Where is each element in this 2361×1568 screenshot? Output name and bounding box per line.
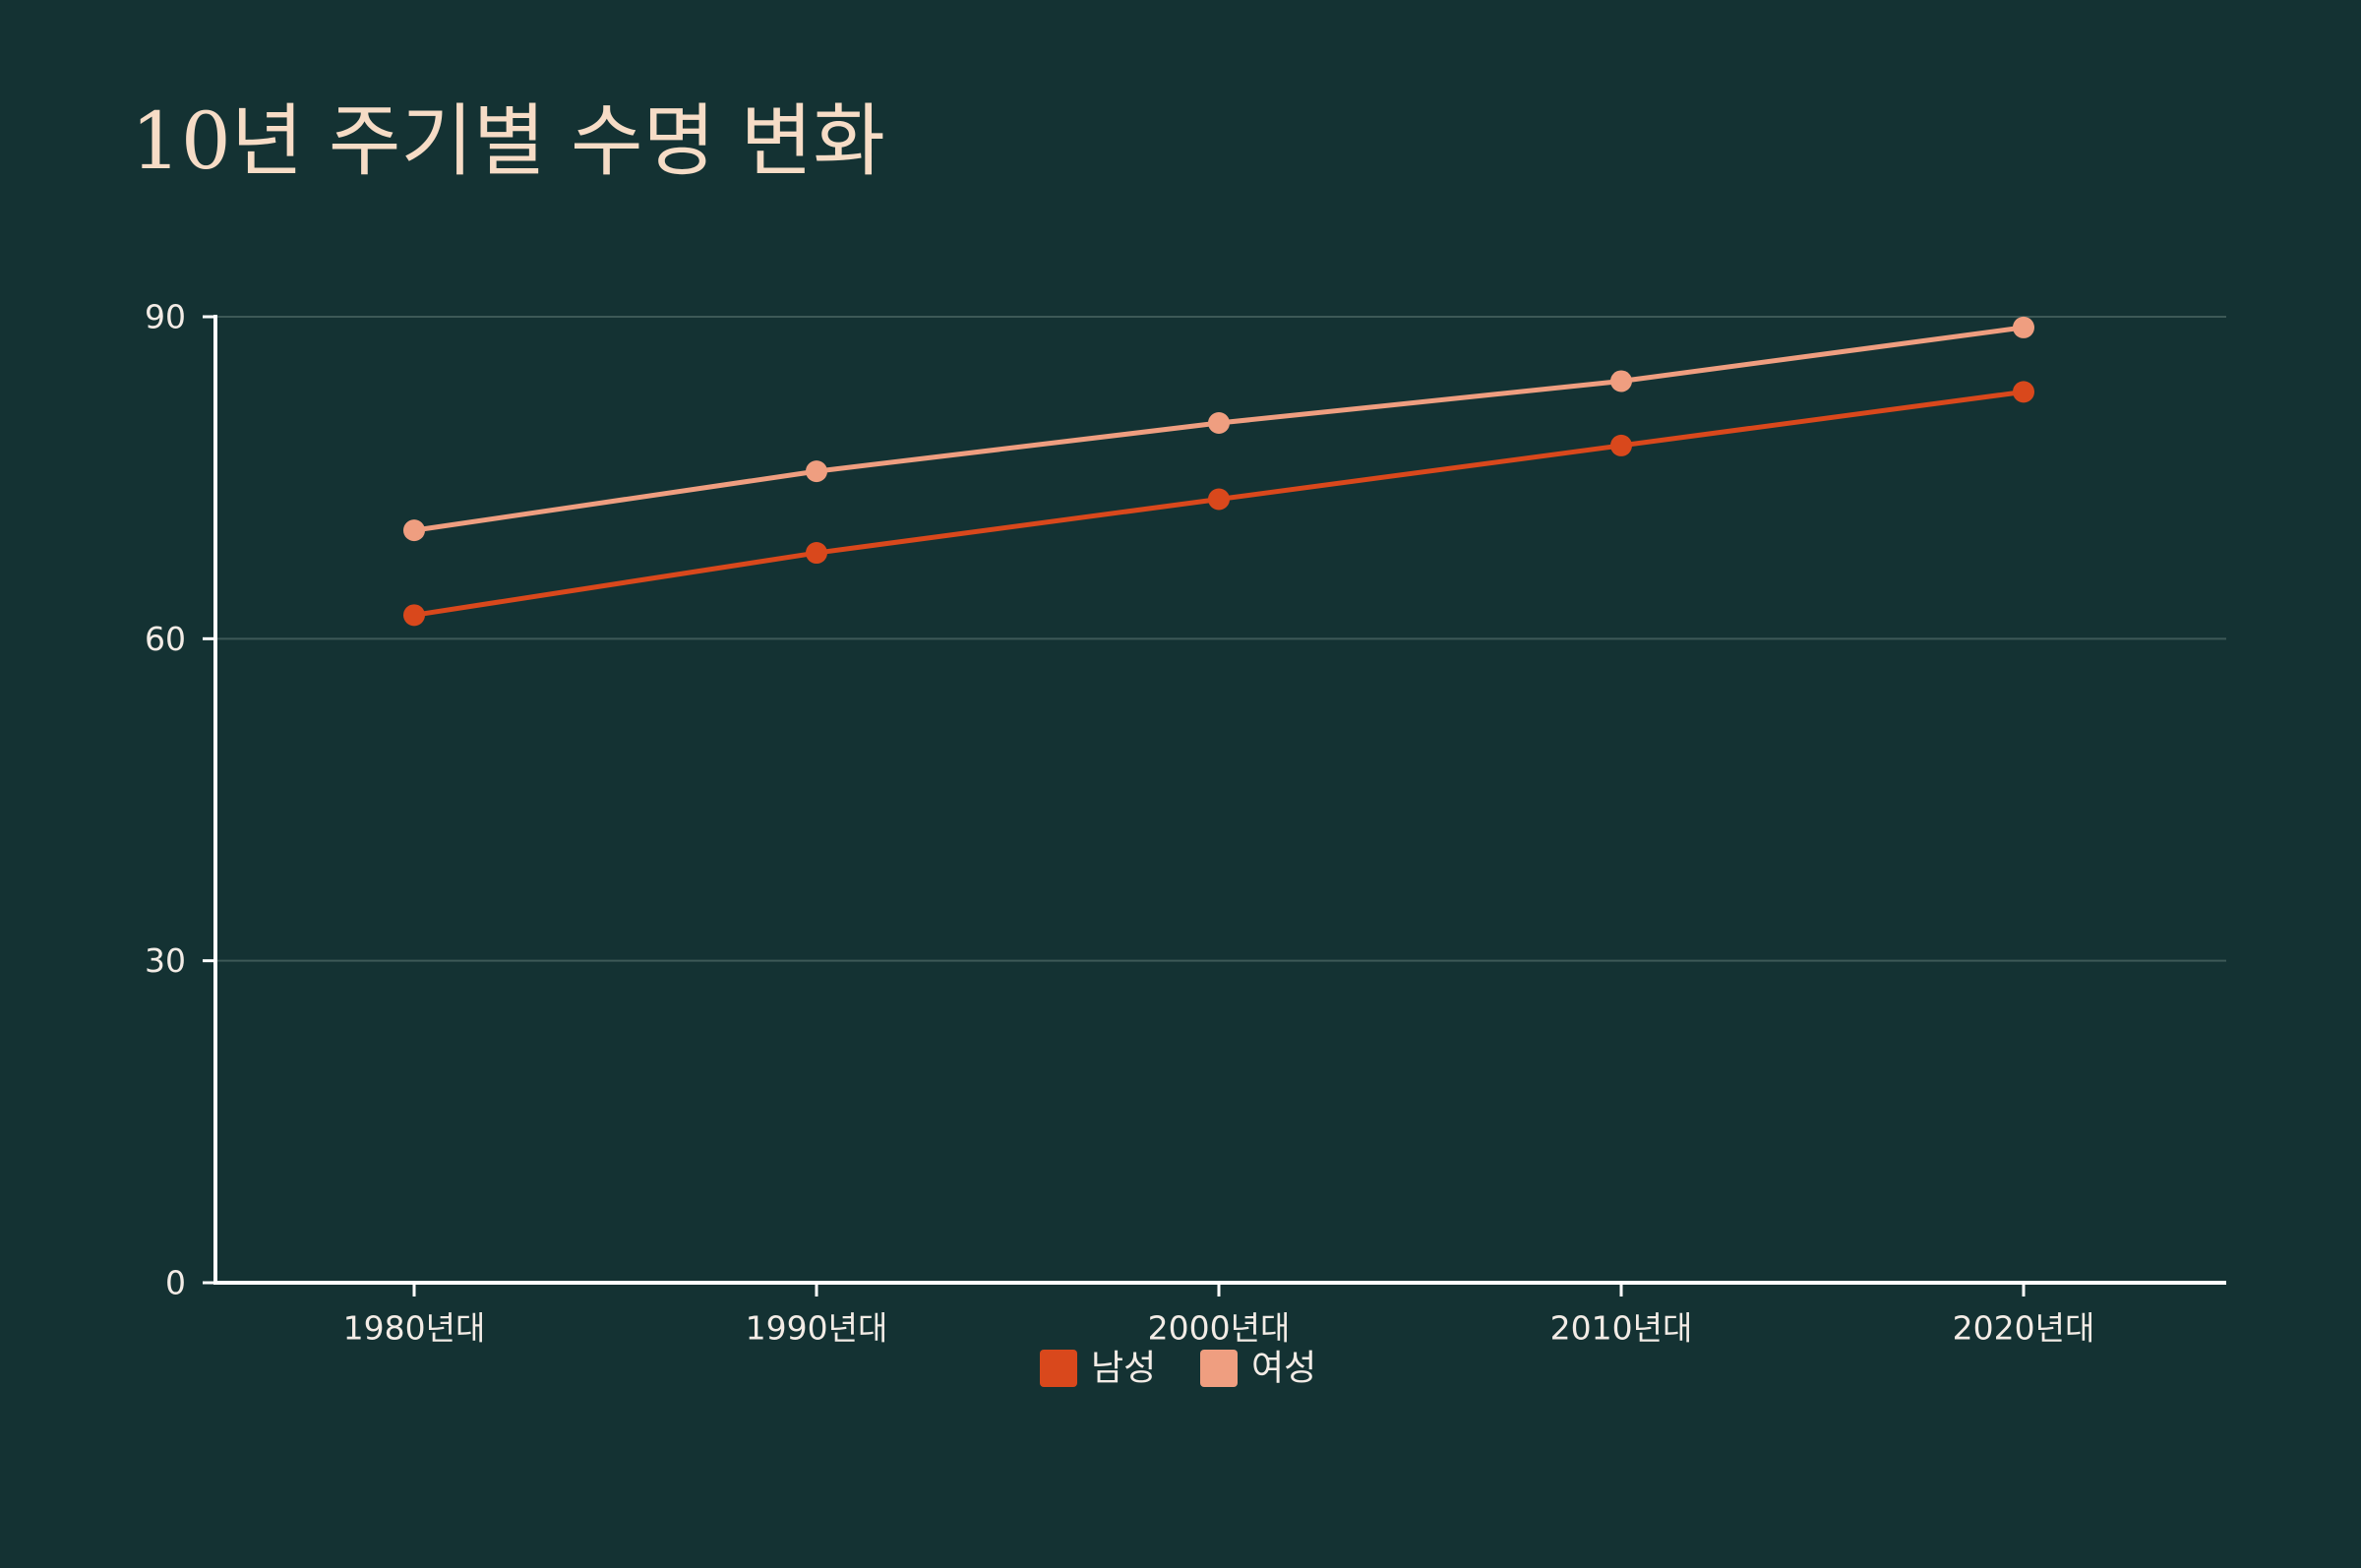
y-tick-labels: 0 30 60 90 bbox=[145, 298, 186, 1302]
data-point bbox=[806, 542, 827, 565]
x-tick-label: 1990년대 bbox=[746, 1309, 888, 1348]
data-point bbox=[806, 460, 827, 483]
data-point bbox=[403, 519, 425, 542]
legend: 남성 여성 bbox=[1040, 1349, 1316, 1389]
legend-label: 여성 bbox=[1251, 1349, 1316, 1389]
legend-swatch bbox=[1040, 1350, 1077, 1387]
data-point bbox=[1208, 412, 1230, 435]
chart-title: 10년 주기별 수명 변화 bbox=[131, 95, 885, 187]
x-tick-label: 1980년대 bbox=[343, 1309, 486, 1348]
legend-swatch bbox=[1200, 1350, 1238, 1387]
x-tick-labels: 1980년대 1990년대 2000년대 2010년대 2020년대 bbox=[343, 1309, 2095, 1348]
series-1 bbox=[403, 381, 2034, 627]
axes bbox=[203, 315, 2226, 1297]
legend-label: 남성 bbox=[1091, 1349, 1156, 1389]
gridlines bbox=[215, 316, 2226, 962]
series-lines bbox=[403, 316, 2034, 627]
legend-item: 남성 bbox=[1040, 1349, 1156, 1389]
data-point bbox=[1610, 370, 1632, 392]
x-tick-label: 2010년대 bbox=[1550, 1309, 1693, 1348]
y-tick-label: 30 bbox=[145, 941, 186, 980]
series-2 bbox=[403, 316, 2034, 542]
x-tick-label: 2000년대 bbox=[1148, 1309, 1291, 1348]
data-point bbox=[2013, 381, 2034, 403]
legend-item: 여성 bbox=[1200, 1349, 1316, 1389]
y-tick-label: 90 bbox=[145, 298, 186, 336]
data-point bbox=[2013, 316, 2034, 338]
y-tick-label: 60 bbox=[145, 620, 186, 658]
x-tick-label: 2020년대 bbox=[1953, 1309, 2095, 1348]
data-point bbox=[1208, 488, 1230, 511]
y-tick-label: 0 bbox=[165, 1264, 186, 1302]
data-point bbox=[403, 604, 425, 627]
data-point bbox=[1610, 434, 1632, 456]
